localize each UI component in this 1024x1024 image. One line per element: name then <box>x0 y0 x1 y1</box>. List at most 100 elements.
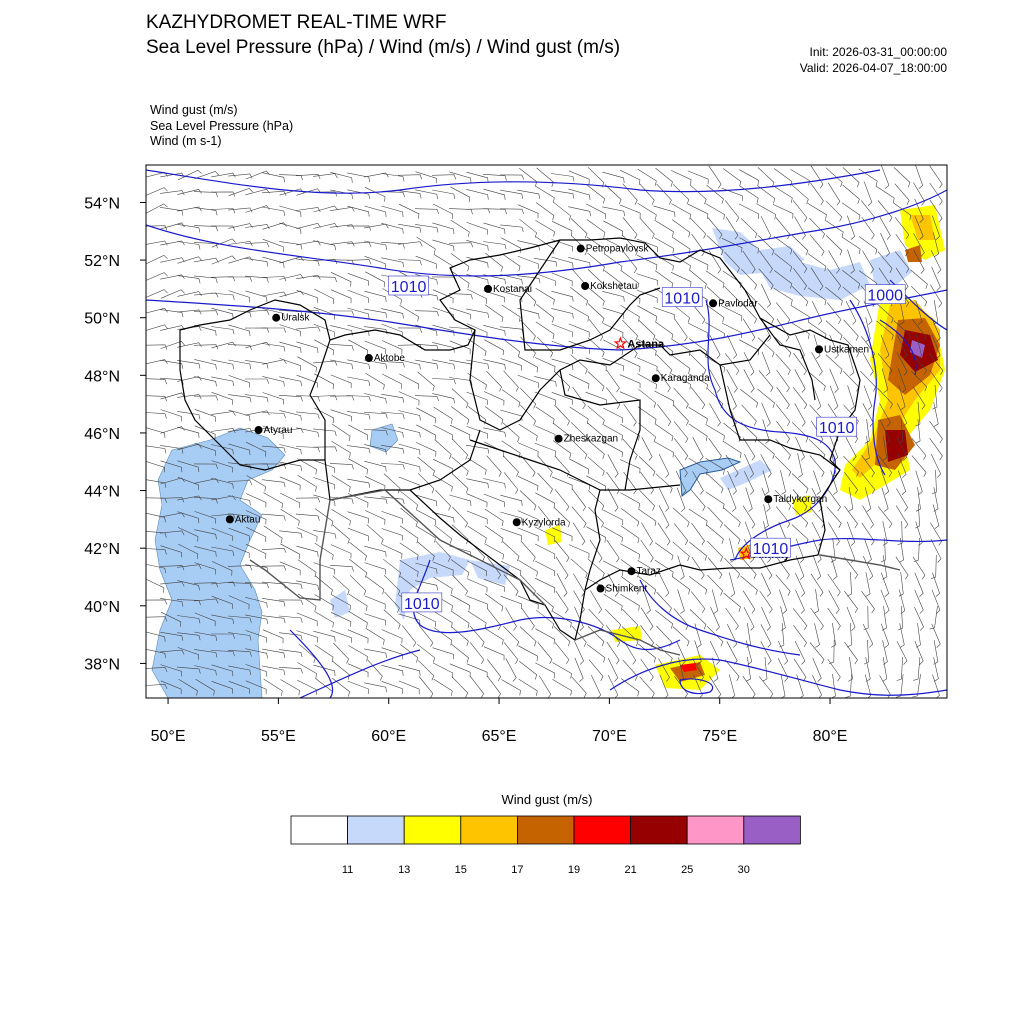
lat-tick-label: 50°N <box>84 311 120 328</box>
city-label: Taldykorgan <box>773 494 827 505</box>
field-slp: Sea Level Pressure (hPa) <box>150 118 294 133</box>
wind-barb <box>245 648 268 659</box>
wind-barb <box>381 544 403 559</box>
wind-barb <box>279 632 303 641</box>
wind-barb <box>177 426 200 438</box>
wind-barb <box>452 506 468 528</box>
city-label: Pavlodar <box>718 298 758 309</box>
wind-barb <box>589 539 603 563</box>
wind-barb <box>262 479 286 488</box>
wind-barb <box>568 373 590 389</box>
wind-barb <box>279 222 302 235</box>
wind-barb <box>705 491 725 510</box>
wind-barb <box>262 615 286 624</box>
wind-barb <box>605 625 621 648</box>
city-label: Ustkamen <box>824 344 869 355</box>
wind-barb <box>297 559 317 578</box>
wind-barb <box>486 608 502 631</box>
wind-barb <box>741 285 757 307</box>
wind-barb <box>448 293 473 300</box>
wind-barb <box>193 395 219 401</box>
wind-barb <box>346 225 372 231</box>
isobar-label-box <box>864 284 906 304</box>
wind-barb <box>245 341 270 349</box>
wind-barb <box>759 250 773 274</box>
wind-barb <box>587 422 605 443</box>
wind-barb <box>603 253 623 272</box>
wind-barb <box>761 351 771 376</box>
wind-barb <box>623 403 637 427</box>
wind-barb <box>551 476 573 491</box>
wind-barb <box>637 559 657 577</box>
wind-barb <box>364 444 387 455</box>
wind-barb <box>553 626 571 647</box>
wind-barb <box>932 504 940 529</box>
wind-barb <box>791 235 809 256</box>
wind-barb <box>727 402 737 427</box>
wind-barb <box>486 455 502 477</box>
wind-barb <box>723 524 741 545</box>
wind-barb <box>348 339 369 356</box>
wind-barb <box>913 250 925 274</box>
wind-barb <box>623 471 637 495</box>
wind-barb <box>483 427 506 438</box>
wind-barb <box>606 539 620 563</box>
wind-barb <box>711 589 719 614</box>
wind-barb <box>347 445 371 454</box>
wind-barb <box>797 453 803 478</box>
wind-barb <box>331 440 351 458</box>
wind-barb <box>931 453 942 478</box>
wind-barb <box>842 184 860 205</box>
wind-barb <box>451 524 469 545</box>
wind-barb <box>466 308 489 319</box>
wind-barb <box>245 290 268 303</box>
wind-barb <box>483 359 506 370</box>
wind-barb <box>398 613 421 626</box>
city-marker <box>764 495 773 504</box>
wind-barb <box>177 632 201 641</box>
wind-barb <box>329 496 354 504</box>
wind-barb <box>160 289 185 299</box>
wind-barb <box>898 589 906 614</box>
wind-barb <box>827 607 841 631</box>
wind-barb <box>449 340 471 355</box>
wind-barb <box>398 359 421 370</box>
wind-barb <box>722 270 742 288</box>
wind-barb <box>727 334 738 359</box>
wind-barb <box>160 680 182 695</box>
wind-barb <box>793 352 807 376</box>
wind-barb <box>844 591 858 614</box>
wind-barb <box>929 182 943 206</box>
wind-barb <box>146 203 168 214</box>
wind-barb <box>347 172 370 183</box>
wind-barb <box>517 189 541 199</box>
wind-barb <box>843 336 860 358</box>
wind-barb <box>757 185 776 204</box>
wind-barb <box>517 527 539 542</box>
wind-barb <box>313 664 336 676</box>
wind-barb <box>894 251 910 274</box>
wind-barb <box>211 633 236 639</box>
wind-barb <box>655 610 674 629</box>
wind-barb <box>619 374 641 389</box>
wind-barb <box>603 407 624 423</box>
wind-barb <box>741 404 757 426</box>
wind-barb <box>912 674 921 698</box>
wind-barb <box>809 455 825 477</box>
wind-barb <box>398 427 421 438</box>
wind-barb <box>586 219 606 238</box>
wind-barb <box>875 185 895 203</box>
wind-barb <box>450 186 471 203</box>
wind-barb <box>538 675 552 698</box>
wind-barb <box>194 409 216 422</box>
wind-barb <box>742 675 756 698</box>
wind-barb <box>842 270 861 289</box>
wind-barb <box>296 374 318 388</box>
wind-barb <box>826 302 842 325</box>
wind-barb <box>211 326 235 335</box>
wind-barb <box>159 649 185 655</box>
wind-barb <box>842 167 860 188</box>
wind-barb <box>792 506 809 528</box>
wind-barb <box>505 607 517 631</box>
wind-barb <box>381 323 403 337</box>
